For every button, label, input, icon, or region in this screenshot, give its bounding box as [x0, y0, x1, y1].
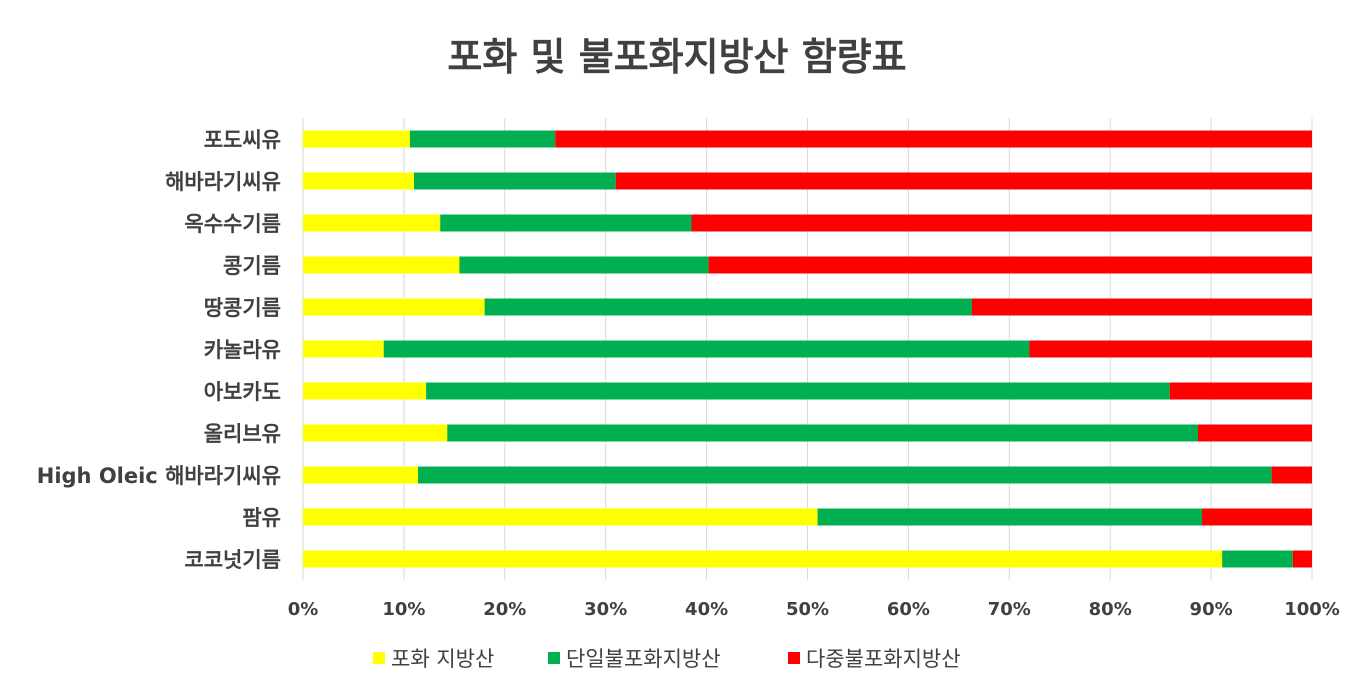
bar-segment	[447, 424, 1198, 442]
category-label: 아보카도	[204, 380, 281, 404]
bar-segment	[303, 508, 818, 526]
bar-segment	[691, 214, 1312, 232]
bar-segment	[303, 298, 485, 316]
x-tick-label: 90%	[1190, 599, 1233, 620]
category-label: High Oleic 해바라기씨유	[37, 464, 281, 488]
bar-segment	[303, 340, 384, 358]
category-label: 콩기름	[223, 254, 281, 278]
x-axis-tick-labels: 0% 10% 20% 30% 40% 50% 60% 70% 80% 90% 100%	[288, 599, 1340, 620]
x-tick-label: 10%	[382, 599, 425, 620]
bar-segment	[1029, 340, 1312, 358]
category-label: 카놀라유	[204, 338, 281, 362]
bar-segment	[615, 172, 1312, 190]
bar-segment	[303, 256, 460, 274]
x-tick-label: 20%	[483, 599, 526, 620]
bar-segment	[817, 508, 1203, 526]
bar-segment	[440, 214, 692, 232]
category-label: 해바라기씨유	[165, 170, 281, 194]
x-tick-label: 100%	[1284, 599, 1340, 620]
chart-title: 포화 및 불포화지방산 함량표	[447, 35, 906, 79]
bar-segment	[1271, 466, 1312, 484]
bar-segment	[426, 382, 1170, 400]
bar-segment	[971, 298, 1312, 316]
category-label: 옥수수기름	[184, 212, 281, 236]
legend-label: 포화 지방산	[391, 647, 494, 671]
x-tick-label: 80%	[1089, 599, 1132, 620]
x-tick-label: 70%	[988, 599, 1031, 620]
bar-segment	[303, 424, 448, 442]
bar-segment	[1222, 550, 1293, 568]
bar-segment	[1292, 550, 1312, 568]
x-tick-label: 30%	[584, 599, 627, 620]
legend-swatch	[373, 652, 385, 664]
bar-segment	[409, 130, 556, 148]
category-label: 포도씨유	[204, 128, 281, 152]
x-tick-label: 40%	[685, 599, 728, 620]
legend-swatch	[788, 652, 800, 664]
bar-segment	[383, 340, 1030, 358]
bar-segment	[555, 130, 1312, 148]
bars	[303, 130, 1312, 568]
bar-segment	[303, 382, 427, 400]
bar-segment	[303, 550, 1223, 568]
bar-segment	[708, 256, 1312, 274]
category-label: 올리브유	[204, 422, 281, 446]
category-label: 팜유	[242, 506, 281, 530]
x-tick-label: 0%	[288, 599, 319, 620]
bar-segment	[303, 130, 410, 148]
legend-swatch	[548, 652, 560, 664]
category-label: 땅콩기름	[204, 296, 281, 320]
x-tick-label: 50%	[786, 599, 829, 620]
bar-segment	[303, 466, 419, 484]
legend: 포화 지방산 단일불포화지방산 다중불포화지방산	[373, 647, 961, 671]
bar-segment	[1202, 508, 1312, 526]
legend-label: 다중불포화지방산	[806, 647, 961, 671]
bar-segment	[1197, 424, 1312, 442]
category-label: 코코넛기름	[184, 548, 281, 572]
bar-segment	[459, 256, 709, 274]
bar-segment	[1169, 382, 1312, 400]
bar-segment	[484, 298, 972, 316]
bar-segment	[413, 172, 616, 190]
bar-segment	[303, 172, 414, 190]
legend-label: 단일불포화지방산	[566, 647, 721, 671]
bar-segment	[303, 214, 441, 232]
x-tick-label: 60%	[887, 599, 930, 620]
bar-segment	[418, 466, 1272, 484]
